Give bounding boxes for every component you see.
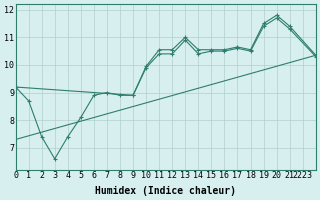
X-axis label: Humidex (Indice chaleur): Humidex (Indice chaleur) (95, 186, 236, 196)
